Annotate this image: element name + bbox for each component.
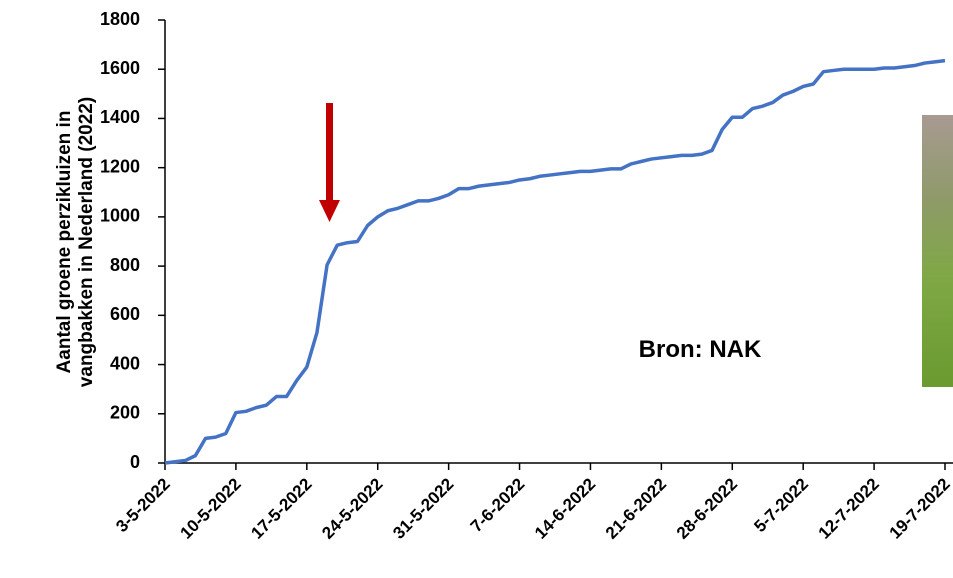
x-tick-label: 10-5-2022 (176, 474, 244, 542)
y-tick-label: 1600 (100, 58, 140, 78)
y-axis-label-line: vangbakken in Nederland (2022) (76, 97, 97, 387)
y-tick-label: 800 (110, 255, 140, 275)
x-tick-label: 7-6-2022 (467, 474, 529, 536)
x-tick-label: 19-7-2022 (886, 474, 953, 542)
data-line (164, 58, 946, 465)
x-tick-label: 3-5-2022 (112, 474, 174, 536)
arrow (319, 103, 340, 222)
x-tick-label: 12-7-2022 (815, 474, 883, 542)
x-tick-label: 31-5-2022 (389, 474, 457, 542)
y-tick-label: 1400 (100, 107, 140, 127)
x-tick-label: 21-6-2022 (602, 474, 670, 542)
y-tick-label: 1200 (100, 156, 140, 176)
photo (922, 115, 953, 387)
x-tick-label: 14-6-2022 (531, 474, 599, 542)
x-tick-label: 17-5-2022 (247, 474, 315, 542)
y-tick-label: 200 (110, 403, 140, 423)
y-tick-label: 600 (110, 304, 140, 324)
x-tick-label: 5-7-2022 (750, 474, 812, 536)
y-tick-label: 0 (130, 452, 140, 472)
x-tick-label: 28-6-2022 (673, 474, 741, 542)
y-tick-label: 1000 (100, 206, 140, 226)
y-axis-label-line: Aantal groene perzikluizen in (54, 111, 75, 374)
y-axis-label: Aantal groene perzikluizen in vangbakken… (54, 97, 97, 387)
y-tick-label: 1800 (100, 9, 140, 29)
annotation: Bron: NAK (639, 336, 762, 363)
x-tick-label: 24-5-2022 (318, 474, 386, 542)
y-tick-label: 400 (110, 353, 140, 373)
